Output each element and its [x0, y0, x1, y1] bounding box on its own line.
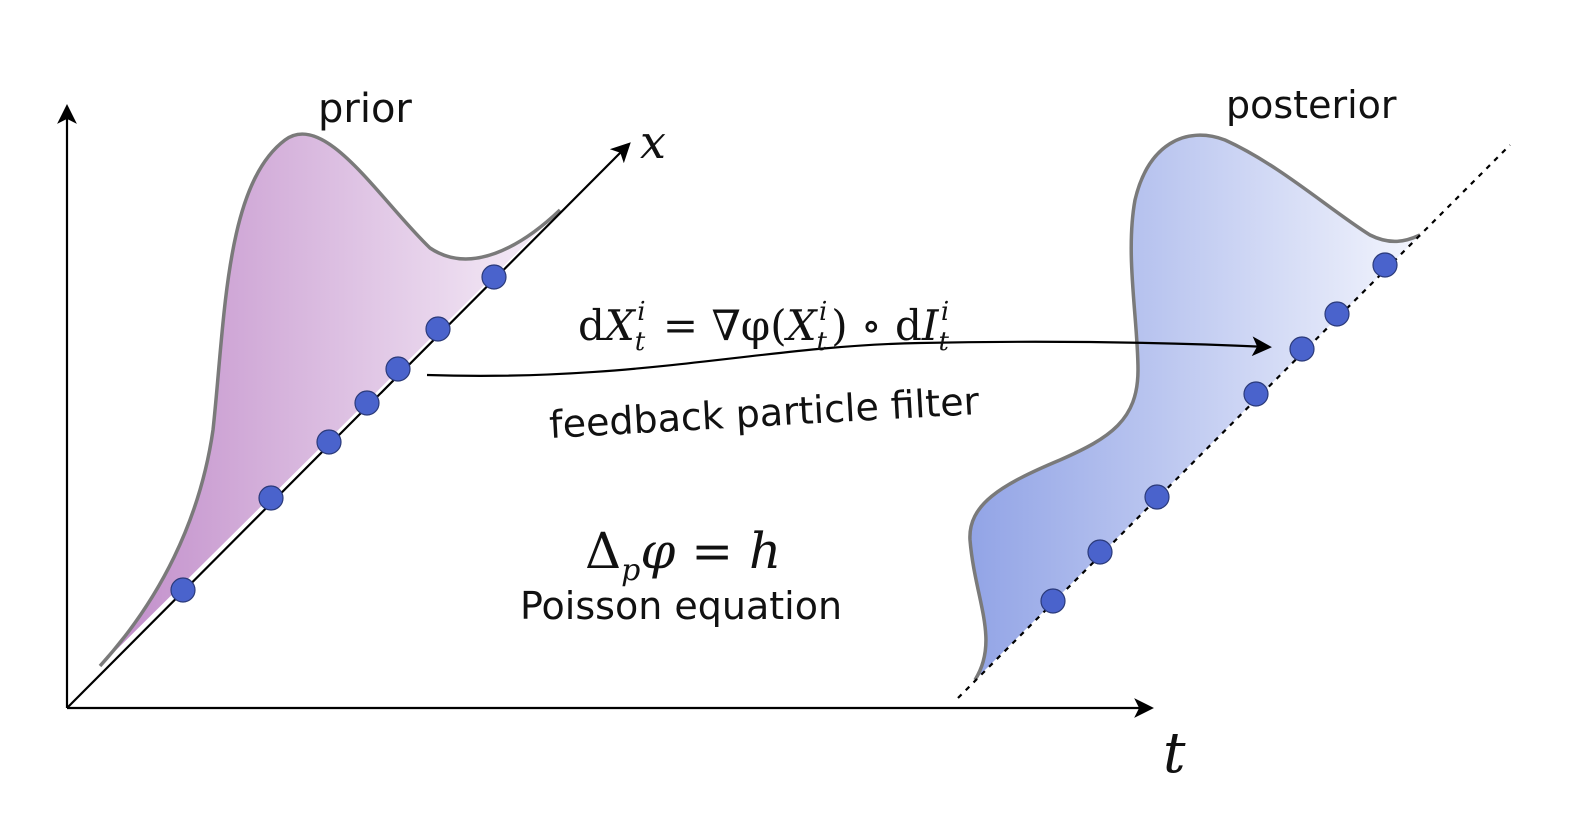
- posterior-density: [968, 133, 1421, 681]
- prior-particle: [481, 264, 507, 290]
- t-axis-label: t: [1163, 721, 1186, 786]
- prior-particle: [425, 316, 451, 342]
- x-axis: [66, 142, 631, 709]
- posterior-particle: [1289, 336, 1315, 362]
- prior-label: prior: [318, 86, 412, 132]
- poisson-equation: Δpφ = h: [585, 522, 781, 588]
- prior-particle: [385, 356, 411, 382]
- posterior-particle: [1243, 381, 1269, 407]
- prior-particles: [170, 264, 507, 603]
- prior-particle: [354, 390, 380, 416]
- prior-density-fill: [100, 134, 560, 667]
- poisson-caption: Poisson equation: [520, 584, 842, 628]
- posterior-particle: [1144, 484, 1170, 510]
- x-axis-label: x: [640, 115, 666, 169]
- prior-density-outline: [98, 132, 562, 668]
- prior-density: [98, 132, 562, 668]
- posterior-density-fill: [969, 135, 1420, 680]
- posterior-particle: [1324, 301, 1350, 327]
- transport-arrow: [426, 336, 1272, 378]
- posterior-particle: [1087, 539, 1113, 565]
- prior-particle: [316, 429, 342, 455]
- posterior-label: posterior: [1226, 83, 1397, 127]
- posterior-density-outline: [968, 133, 1421, 681]
- fpf-caption: feedback particle filter: [548, 379, 981, 447]
- prior-particle: [170, 577, 196, 603]
- prior-particle: [258, 485, 284, 511]
- posterior-particle: [1040, 588, 1066, 614]
- posterior-particle: [1372, 252, 1398, 278]
- axes: [57, 104, 1154, 718]
- posterior-x-axis-dotted: [957, 144, 1511, 699]
- posterior-particles: [1040, 252, 1398, 614]
- fpf-equation: dXti = ∇φ(Xti) ∘ dIti: [578, 297, 949, 357]
